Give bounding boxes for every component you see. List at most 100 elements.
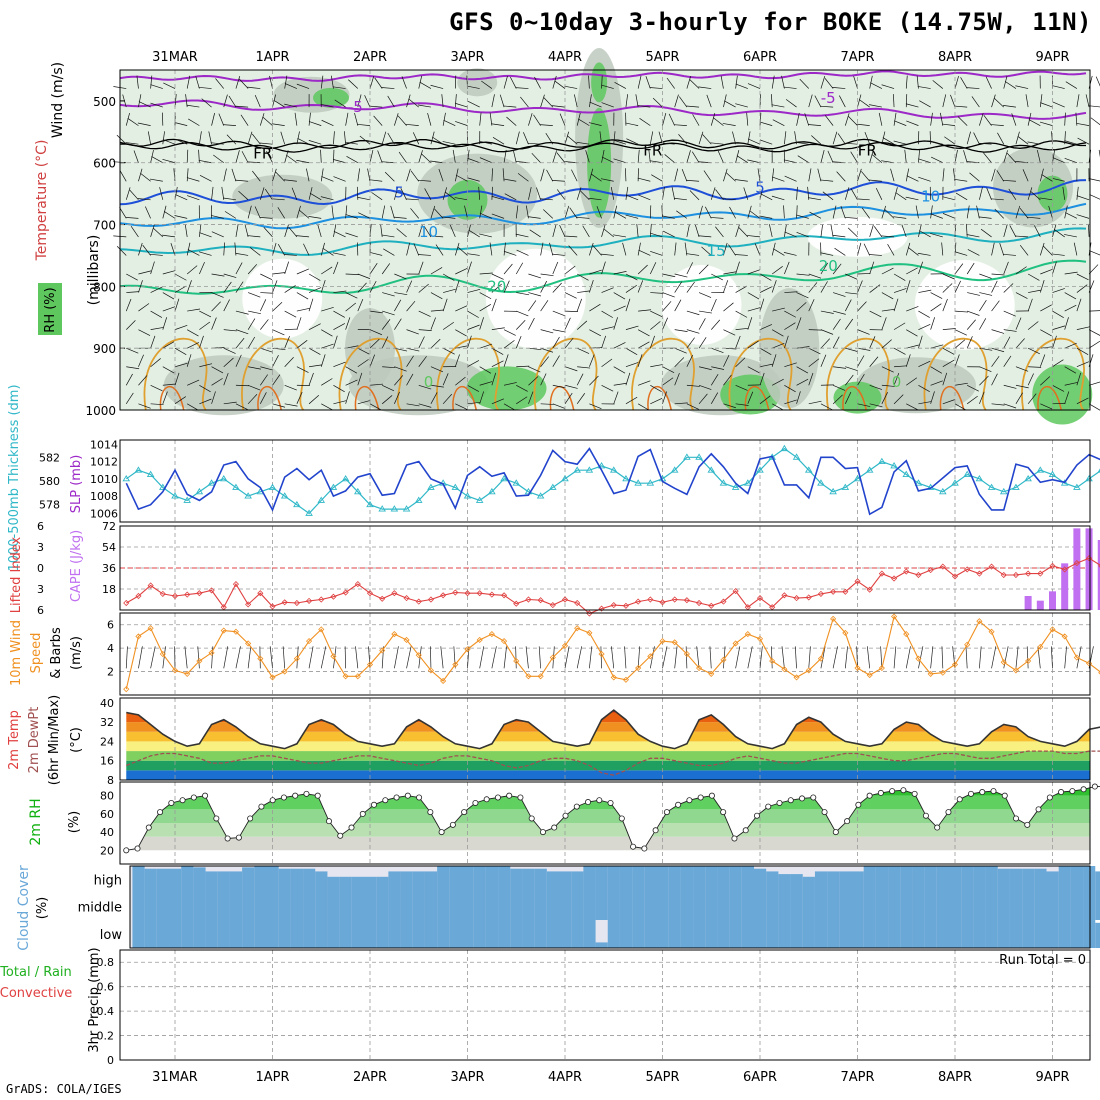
wind-barb [1065, 212, 1078, 219]
wind-barb [357, 168, 360, 182]
wind-barb [174, 273, 187, 281]
cape-tick: 54 [102, 541, 116, 554]
slp-tick: 1006 [90, 507, 118, 520]
cloud-bar [741, 893, 755, 920]
contour-label: 20 [819, 257, 838, 275]
thickness-marker [999, 487, 1008, 495]
wind-barb [394, 391, 400, 404]
wind-barb [408, 98, 419, 108]
li-tick: 6 [37, 604, 44, 617]
wind-barb [247, 318, 256, 330]
isotherm-30 [257, 386, 282, 411]
cloud-bar [656, 893, 669, 920]
wind-barb [1027, 298, 1033, 312]
wind-barb [820, 179, 834, 182]
wind-barb [832, 263, 842, 275]
wind-barb [955, 192, 968, 201]
wind-barb [523, 132, 529, 145]
wind-barb [369, 105, 383, 108]
lifted-index-marker [232, 581, 240, 588]
wind-barb [637, 341, 650, 349]
wind-barb [796, 378, 809, 386]
wind-barb [662, 366, 675, 373]
wind-barb [1039, 242, 1045, 256]
wind-barb [552, 253, 566, 256]
cloud-bar [668, 920, 681, 948]
rh-marker [371, 801, 378, 808]
wind-barb [686, 253, 700, 256]
thickness-marker [378, 505, 386, 512]
wind-barb [223, 281, 232, 293]
wind-barb [1064, 112, 1066, 126]
wind-barb [856, 646, 858, 669]
wind-barb [729, 206, 736, 219]
wind-barb [355, 646, 359, 669]
wind-barb [613, 234, 626, 238]
rh-marker [461, 809, 468, 816]
wind-speed-marker [366, 661, 374, 668]
wind-barb [454, 168, 459, 182]
wind-barb [211, 391, 216, 404]
wind-barb [772, 378, 784, 386]
wind-barb [534, 76, 541, 89]
wind-barb [126, 291, 140, 293]
wind-barb [369, 76, 375, 89]
rh-marker [877, 789, 884, 796]
wind-barb [223, 94, 228, 108]
wind-barb [138, 94, 142, 108]
cloud-bar [888, 866, 901, 893]
wind-barb [369, 179, 383, 182]
wind-barb [170, 243, 176, 256]
date-label-bottom: 8APR [938, 1070, 972, 1085]
wind-barb [649, 646, 655, 669]
thickness-marker [841, 483, 850, 490]
wind-barb [747, 235, 761, 238]
wind-barb [1052, 325, 1066, 330]
wind-barb [564, 337, 574, 349]
wind-barb [272, 374, 281, 386]
wind-barb [954, 178, 968, 182]
wind-barb [601, 224, 606, 238]
thickness-marker [963, 470, 971, 477]
lifted-index-line [126, 557, 1100, 615]
wind-barb [454, 102, 468, 108]
wind-barb [893, 216, 907, 219]
wind-barb [824, 78, 834, 89]
wind-barb [1076, 347, 1089, 355]
thickness-marker [865, 466, 874, 473]
wind-barb [747, 317, 753, 330]
wind-barb [674, 94, 679, 108]
wind-barb [269, 75, 273, 89]
wind-barb [676, 210, 688, 219]
wind-barb [759, 646, 763, 669]
temp-tick: 32 [100, 716, 114, 729]
wind-barb [1017, 136, 1029, 145]
wind-barb [857, 355, 865, 367]
wind-barb [272, 329, 285, 336]
wind-barb [126, 347, 139, 354]
cloud-bar [912, 920, 925, 948]
wind-barb [1003, 105, 1016, 108]
cloud-bar [1070, 893, 1084, 920]
wind-barb [747, 366, 760, 374]
wind-barb [136, 75, 139, 89]
wind-barb [564, 85, 578, 89]
cloud-bar [217, 920, 230, 948]
wind-barb [610, 186, 615, 200]
wind-barb [333, 310, 345, 318]
li-tick: 3 [37, 583, 44, 596]
cloud-bar [205, 871, 218, 893]
wind-barb [296, 205, 301, 219]
cape-tick: 18 [102, 583, 116, 596]
wind-barb [942, 347, 955, 355]
wind-speed-marker [890, 613, 898, 620]
wind-barb [873, 226, 883, 238]
wind-barb [827, 150, 834, 163]
wind-barb [709, 646, 712, 669]
wind-barb [772, 119, 785, 126]
temp-tick: 24 [100, 735, 114, 748]
wind-barb [272, 301, 283, 312]
wind-barb [1088, 329, 1100, 336]
wind-barb [996, 170, 1005, 182]
wind-barb [208, 131, 212, 145]
